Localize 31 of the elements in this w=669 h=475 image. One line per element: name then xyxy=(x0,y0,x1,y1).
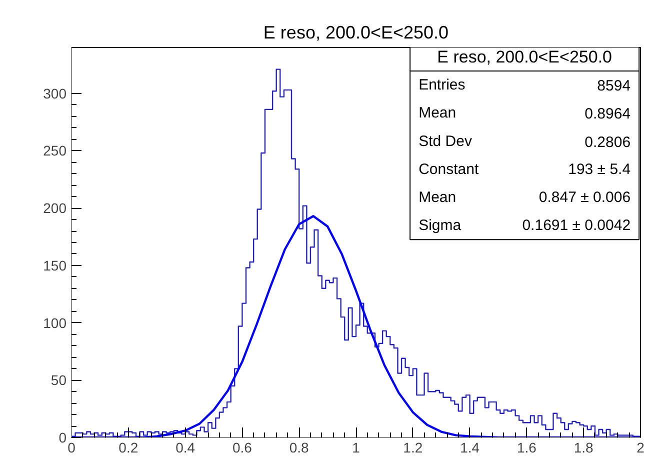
x-tick-label: 0.8 xyxy=(289,440,310,456)
x-tick-label: 2 xyxy=(636,440,645,456)
x-tick-label: 1.6 xyxy=(516,440,537,456)
annotation: 0.2806 xyxy=(584,134,631,151)
annotation: Sigma xyxy=(418,217,462,234)
annotation: Constant xyxy=(418,160,480,178)
chart-title: E reso, 200.0<E<250.0 xyxy=(263,22,449,42)
y-tick-label: 200 xyxy=(43,200,67,216)
annotation: 0.1691 ± 0.0042 xyxy=(522,217,631,234)
annotation: Mean xyxy=(418,188,456,206)
annotation: Mean xyxy=(418,104,456,122)
annotation: Std Dev xyxy=(418,132,472,150)
annotation: 0.8964 xyxy=(584,106,631,123)
x-tick-label: 1.2 xyxy=(403,440,423,456)
annotation: E reso, 200.0<E<250.0 xyxy=(437,47,612,66)
y-tick-label: 100 xyxy=(43,314,67,331)
y-tick-label: 0 xyxy=(58,430,67,446)
y-tick-label: 250 xyxy=(43,142,67,159)
x-tick-label: 1.8 xyxy=(574,440,594,456)
x-tick-label: 1.4 xyxy=(460,440,480,456)
annotation: 0.847 ± 0.006 xyxy=(538,188,631,206)
y-tick-label: 300 xyxy=(43,85,67,102)
annotation: 193 ± 5.4 xyxy=(568,160,631,178)
x-tick-label: 1 xyxy=(352,440,360,456)
annotation: Entries xyxy=(418,76,466,94)
x-tick-label: 0.6 xyxy=(232,440,252,456)
x-tick-label: 0.2 xyxy=(118,440,138,456)
y-tick-label: 50 xyxy=(50,372,67,388)
y-tick-label: 150 xyxy=(43,257,67,274)
x-tick-label: 0.4 xyxy=(176,440,196,456)
annotation: 8594 xyxy=(597,78,631,95)
